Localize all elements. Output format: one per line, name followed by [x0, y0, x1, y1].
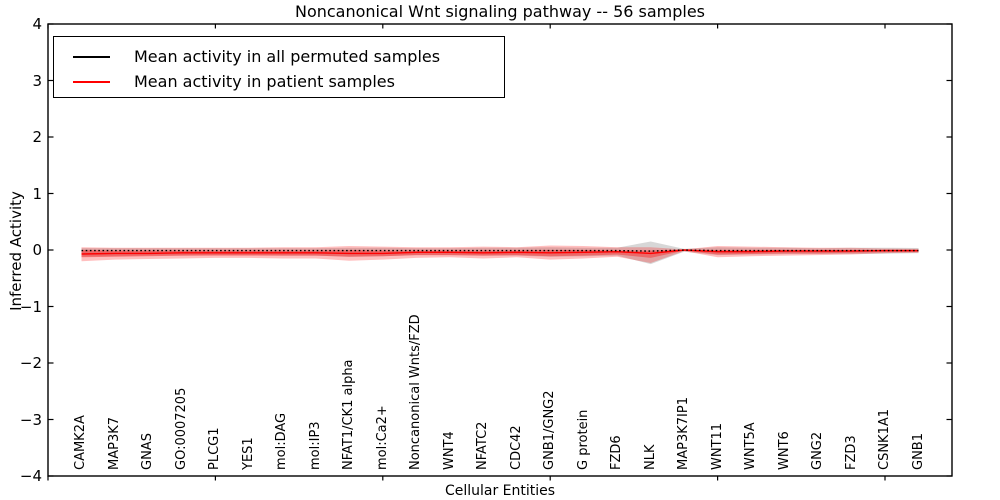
patient-line-sample-icon — [73, 80, 110, 83]
x-category-label: NFAT1/CK1 alpha — [341, 359, 357, 470]
x-category-label: NLK — [642, 444, 658, 471]
legend-item-permuted: Mean activity in all permuted samples — [54, 44, 504, 69]
x-category-label: FZD6 — [609, 435, 625, 470]
y-tick-label: 2 — [32, 128, 42, 146]
x-category-label: GNAS — [140, 433, 156, 470]
y-tick-label: 1 — [32, 184, 42, 203]
x-category-label: WNT4 — [441, 431, 457, 470]
x-category-label: WNT6 — [776, 431, 792, 470]
x-category-label: GO:0007205 — [173, 387, 189, 470]
x-category-label: mol:IP3 — [307, 421, 323, 470]
y-tick-label: 0 — [32, 241, 42, 259]
x-category-label: WNT5A — [743, 422, 759, 470]
x-category-label: PLCG1 — [207, 427, 223, 470]
legend-item-patient: Mean activity in patient samples — [54, 69, 504, 94]
x-category-label: WNT11 — [709, 422, 725, 470]
x-category-label: YES1 — [240, 437, 256, 470]
x-axis-label: Cellular Entities — [444, 483, 556, 499]
legend: Mean activity in all permuted samples Me… — [53, 36, 505, 98]
y-tick-label: −3 — [19, 410, 42, 429]
y-tick-label: 4 — [32, 15, 42, 33]
x-category-label: CDC42 — [508, 425, 524, 470]
y-tick-label: −4 — [19, 467, 42, 485]
y-tick-label: −1 — [19, 297, 42, 316]
chart-title: Noncanonical Wnt signaling pathway -- 56… — [294, 2, 706, 21]
x-category-label: CSNK1A1 — [877, 408, 893, 470]
x-category-label: NFATC2 — [475, 421, 491, 470]
x-category-label: MAP3K7IP1 — [676, 397, 692, 470]
x-category-label: MAP3K7 — [106, 416, 122, 470]
legend-label-patient: Mean activity in patient samples — [134, 72, 395, 91]
x-category-label: FZD3 — [843, 435, 859, 470]
y-tick-label: −2 — [19, 354, 42, 372]
x-category-label: mol:DAG — [274, 412, 290, 470]
x-category-label: Noncanonical Wnts/FZD — [408, 314, 424, 470]
x-category-label: mol:Ca2+ — [374, 405, 390, 470]
x-category-label: G protein — [575, 409, 591, 470]
x-category-label: CAMK2A — [73, 415, 89, 470]
x-category-label: GNB1/GNG2 — [542, 390, 558, 470]
legend-label-permuted: Mean activity in all permuted samples — [134, 47, 441, 66]
y-tick-label: 3 — [32, 71, 42, 90]
permuted-line-sample-icon — [73, 55, 110, 58]
x-category-label: GNB1 — [910, 433, 926, 470]
x-category-label: GNG2 — [810, 431, 826, 470]
